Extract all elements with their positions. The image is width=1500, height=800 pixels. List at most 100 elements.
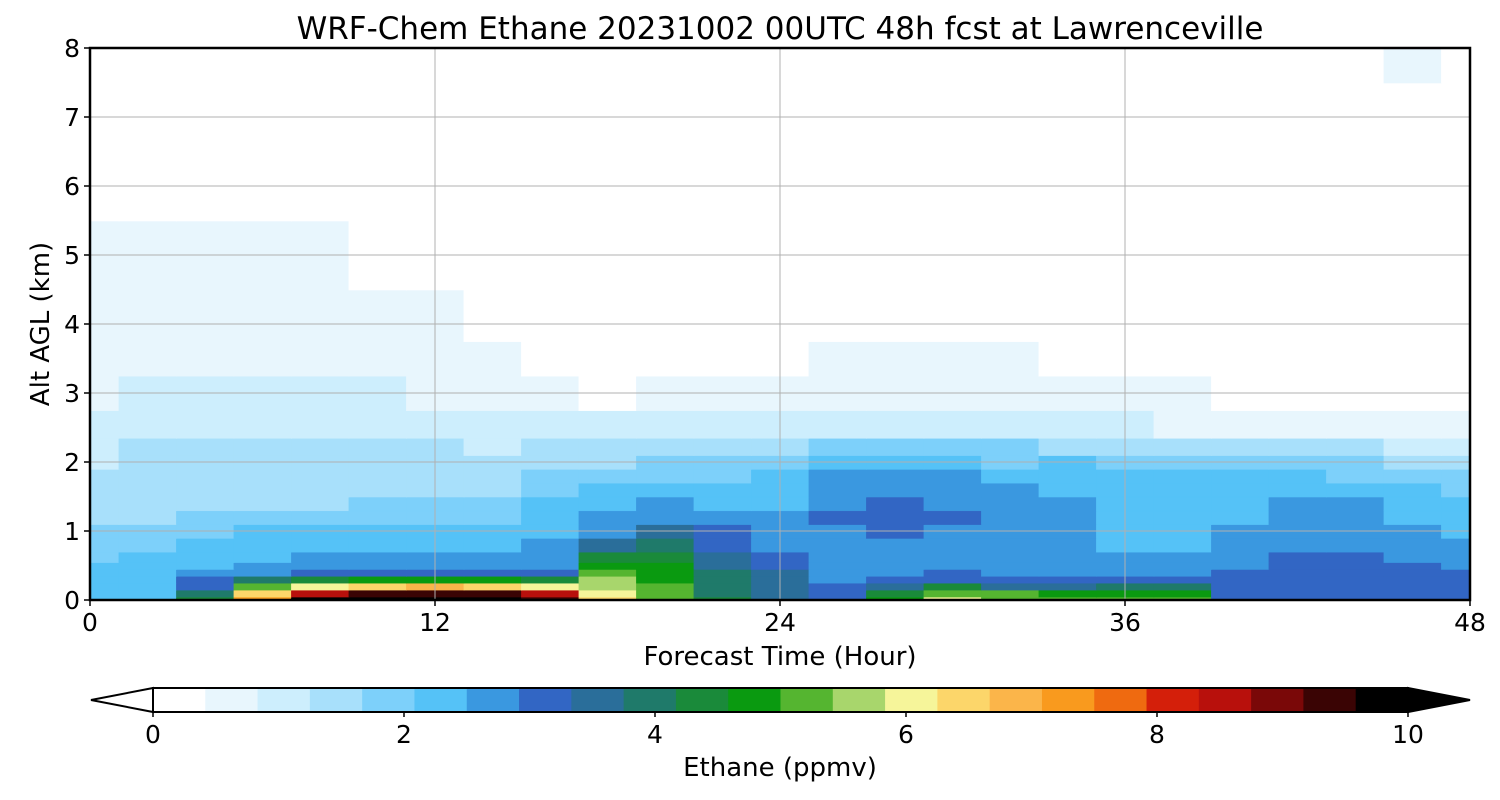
colorbar-segment <box>780 688 834 712</box>
heatmap-cell <box>89 47 120 84</box>
heatmap-cell <box>291 589 350 598</box>
heatmap-cell <box>89 410 120 439</box>
heatmap-cell <box>1383 561 1442 570</box>
heatmap-cell <box>1383 575 1442 584</box>
y-tick-label: 8 <box>64 34 80 63</box>
heatmap-cell <box>1383 47 1442 84</box>
colorbar-segment <box>1146 688 1200 712</box>
heatmap-cell <box>1441 289 1471 342</box>
heatmap-cell <box>291 410 350 439</box>
heatmap-cell <box>923 575 982 584</box>
heatmap-cell <box>1038 496 1097 512</box>
heatmap-cell <box>808 589 867 598</box>
colorbar-tick-label: 4 <box>647 720 663 749</box>
y-tick-label: 5 <box>64 241 80 270</box>
heatmap-cell <box>923 482 982 498</box>
x-axis-label: Forecast Time (Hour) <box>643 642 916 672</box>
y-tick-label: 0 <box>64 586 80 615</box>
heatmap-cell <box>1383 341 1442 377</box>
heatmap-cell <box>463 437 522 456</box>
heatmap-cell <box>1268 437 1327 456</box>
heatmap-cell <box>1211 468 1270 484</box>
heatmap-cell <box>176 468 235 484</box>
heatmap-cell <box>89 582 120 591</box>
colorbar: 0 2 4 6 8 10 Ethane (ppmv) <box>90 686 1471 783</box>
heatmap-cell <box>636 568 695 577</box>
heatmap-cell <box>636 582 695 591</box>
heatmap-cell <box>1326 341 1385 377</box>
colorbar-segment <box>937 688 991 712</box>
heatmap-cell <box>981 561 1040 570</box>
heatmap-cell <box>118 575 177 584</box>
heatmap-cell <box>1153 437 1212 456</box>
heatmap-cell <box>923 437 982 456</box>
heatmap-cell <box>291 289 350 342</box>
heatmap-cell <box>348 47 407 84</box>
heatmap-cell <box>923 410 982 439</box>
colorbar-segment <box>623 688 677 712</box>
colorbar-segment <box>153 688 206 712</box>
heatmap-cell <box>636 468 695 484</box>
heatmap-cell <box>463 537 522 553</box>
heatmap-cell <box>693 561 752 570</box>
heatmap-cell <box>923 537 982 553</box>
heatmap-cell <box>808 341 867 377</box>
heatmap-cell <box>1268 510 1327 525</box>
heatmap-cell <box>1038 582 1097 591</box>
heatmap-cell <box>291 47 350 84</box>
heatmap-cell <box>176 589 235 598</box>
heatmap-cell <box>981 47 1040 84</box>
y-axis-ticks: 0 1 2 3 4 5 6 7 8 <box>64 34 90 615</box>
heatmap-cell <box>866 510 925 525</box>
heatmap-cell <box>1268 289 1327 342</box>
heatmap-cell <box>693 537 752 553</box>
heatmap-cell <box>693 568 752 577</box>
heatmap-cell <box>89 575 120 584</box>
heatmap-cell <box>1268 537 1327 553</box>
heatmap-cell <box>1383 582 1442 591</box>
heatmap-cell <box>118 341 177 377</box>
heatmap-cell <box>1153 575 1212 584</box>
heatmap-cell <box>636 510 695 525</box>
heatmap-cell <box>233 289 292 342</box>
heatmap-cell <box>291 582 350 591</box>
heatmap-cell <box>1038 437 1097 456</box>
x-tick-label: 48 <box>1454 608 1486 637</box>
heatmap-cell <box>521 47 580 84</box>
colorbar-segment <box>309 688 363 712</box>
heatmap-cell <box>521 496 580 512</box>
heatmap-cell <box>1153 410 1212 439</box>
heatmap-cell <box>118 289 177 342</box>
heatmap-cell <box>1268 341 1327 377</box>
colorbar-segments <box>153 688 1409 712</box>
heatmap-cell <box>1038 341 1097 377</box>
heatmap-cell <box>1153 537 1212 553</box>
heatmap-cell <box>1268 568 1327 577</box>
heatmap-cell <box>176 575 235 584</box>
heatmap-cell <box>233 47 292 84</box>
heatmap-cell <box>348 537 407 553</box>
heatmap-cell <box>693 289 752 342</box>
heatmap-cell <box>578 289 637 342</box>
heatmap-cell <box>808 582 867 591</box>
y-tick-label: 4 <box>64 310 80 339</box>
heatmap-cell <box>1211 537 1270 553</box>
heatmap-cell <box>981 482 1040 498</box>
heatmap-cell <box>233 496 292 512</box>
heatmap-cell <box>118 537 177 553</box>
heatmap-cell <box>348 510 407 525</box>
heatmap-cell <box>866 482 925 498</box>
heatmap-cell <box>118 482 177 498</box>
heatmap-cell <box>923 510 982 525</box>
heatmap-cell <box>463 551 522 563</box>
y-tick-label: 1 <box>64 517 80 546</box>
heatmap-cell <box>89 289 120 342</box>
heatmap-cell <box>866 468 925 484</box>
chart-title: WRF-Chem Ethane 20231002 00UTC 48h fcst … <box>297 11 1264 47</box>
colorbar-ticks: 0 2 4 6 8 10 <box>145 712 1424 749</box>
heatmap-cell <box>808 551 867 563</box>
heatmap-cell <box>1441 589 1471 598</box>
heatmap-cell <box>923 496 982 512</box>
